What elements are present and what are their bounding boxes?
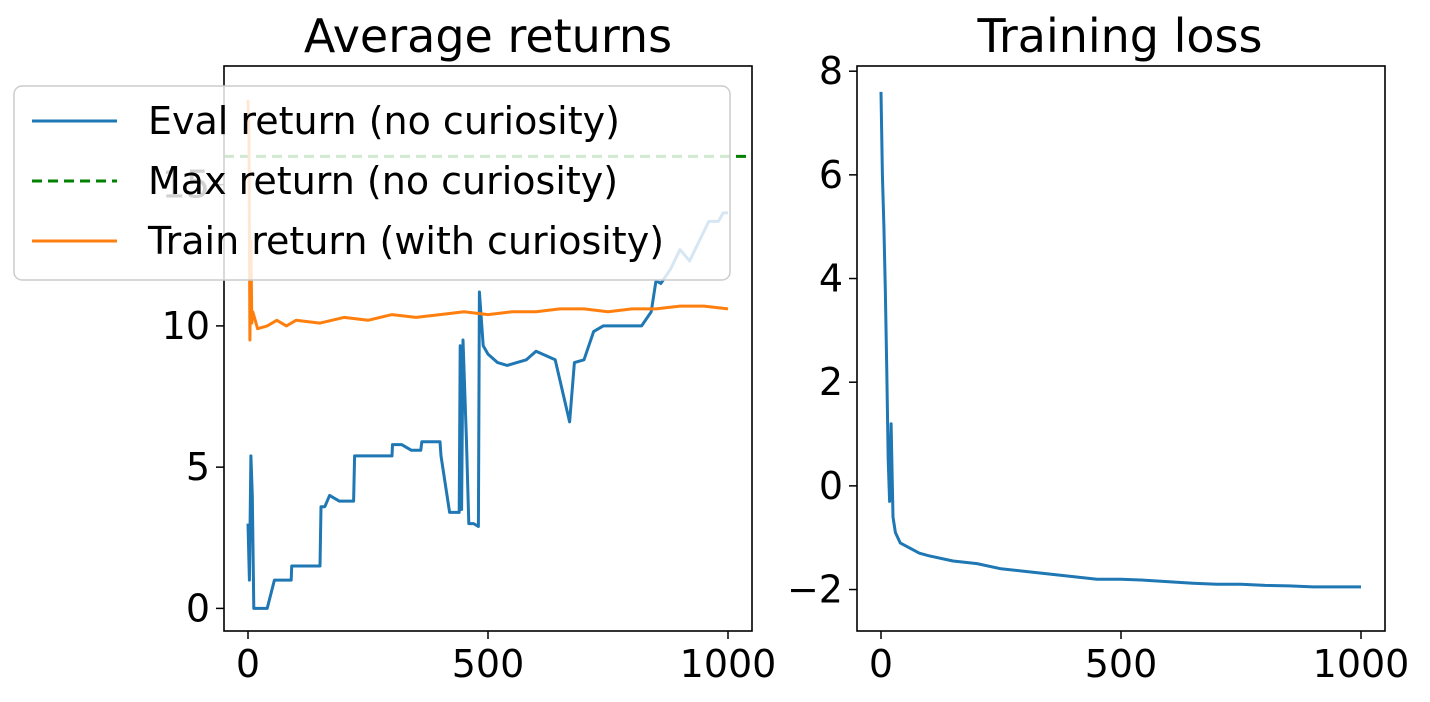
y-tick-label: 8	[819, 49, 843, 93]
legend-label-max-return: Max return (no curiosity)	[148, 159, 618, 203]
legend: Eval return (no curiosity) Max return (n…	[13, 85, 731, 281]
legend-label-train-return: Train return (with curiosity)	[147, 219, 664, 263]
chart-title-training-loss: Training loss	[977, 9, 1263, 63]
y-tick-label: 5	[186, 445, 210, 489]
y-tick-label: 2	[819, 360, 843, 404]
x-tick-label: 1000	[1313, 642, 1410, 686]
x-tick-label: 0	[869, 642, 893, 686]
x-tick-label: 1000	[680, 642, 777, 686]
x-tick-label: 500	[1085, 642, 1158, 686]
y-tick-label: 0	[819, 464, 843, 508]
y-tick-label: −2	[787, 568, 843, 612]
series-line-0	[246, 211, 728, 610]
x-tick-label: 500	[452, 642, 525, 686]
average-returns-panel: Average returns 05001000051015	[162, 9, 777, 686]
chart-title-average-returns: Average returns	[304, 9, 672, 63]
y-tick-label: 6	[819, 153, 843, 197]
x-tick-label: 0	[236, 642, 260, 686]
y-tick-label: 0	[186, 586, 210, 630]
series-line-2	[246, 99, 729, 342]
y-tick-label: 10	[162, 304, 210, 348]
training-loss-axes-frame	[856, 65, 1386, 632]
y-tick-label: 4	[819, 257, 843, 301]
training-loss-panel: Training loss 0 500 1000 −2 0 2 4 6 8	[787, 9, 1409, 686]
series-line-0	[879, 91, 1361, 589]
legend-label-eval-return: Eval return (no curiosity)	[148, 99, 620, 143]
legend-box	[13, 85, 731, 281]
training-loss-plot-area: 0 500 1000 −2 0 2 4 6 8	[787, 49, 1409, 686]
average-returns-axes-frame	[223, 65, 753, 632]
